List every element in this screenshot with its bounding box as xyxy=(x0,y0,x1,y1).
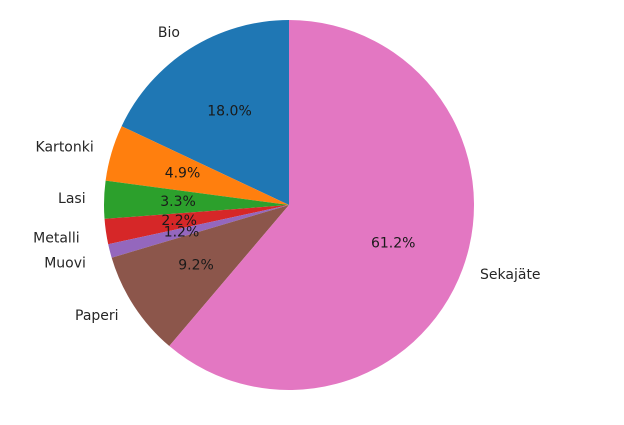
percent-label-sekaj-te: 61.2% xyxy=(371,235,415,251)
pie-slice-metalli xyxy=(104,205,289,245)
category-label-sekaj-te: Sekajäte xyxy=(480,267,541,283)
percent-label-metalli: 2.2% xyxy=(161,213,197,229)
percent-label-kartonki: 4.9% xyxy=(165,166,201,182)
pie-slices xyxy=(104,20,475,391)
category-label-lasi: Lasi xyxy=(58,191,86,207)
category-label-muovi: Muovi xyxy=(44,256,86,272)
category-label-metalli: Metalli xyxy=(33,230,79,246)
pie-slice-muovi xyxy=(108,205,289,258)
pie-slice-lasi xyxy=(104,180,289,219)
pie-slice-bio xyxy=(121,20,289,205)
pie-category-labels: Bio Kartonki Lasi Metalli Muovi Paperi Sekajät… xyxy=(33,25,540,324)
category-label-bio: Bio xyxy=(158,25,180,41)
percent-label-bio: 18.0% xyxy=(207,103,251,119)
pie-slice-kartonki xyxy=(105,126,289,205)
percent-label-lasi: 3.3% xyxy=(160,194,196,210)
category-label-paperi: Paperi xyxy=(75,308,119,324)
percent-label-paperi: 9.2% xyxy=(178,258,214,274)
pie-slice-sekaj-te xyxy=(169,20,475,391)
percent-label-muovi: 1.2% xyxy=(164,225,200,241)
category-label-kartonki: Kartonki xyxy=(36,140,94,156)
pie-percent-labels: 18.0% 4.9% 3.3% 2.2%1.2% 9.2% 61.2% xyxy=(160,103,415,273)
pie-slice-paperi xyxy=(111,205,290,347)
